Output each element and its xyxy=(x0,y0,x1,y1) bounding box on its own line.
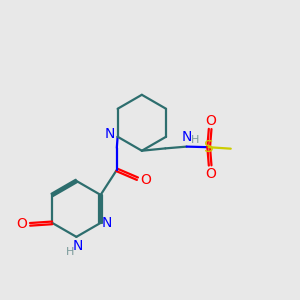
Text: H: H xyxy=(190,135,199,145)
Text: N: N xyxy=(182,130,192,144)
Text: H: H xyxy=(66,247,74,257)
Text: N: N xyxy=(73,239,83,253)
Text: N: N xyxy=(105,128,116,141)
Text: O: O xyxy=(16,217,27,231)
Text: N: N xyxy=(102,216,112,230)
Text: O: O xyxy=(205,114,216,128)
Text: O: O xyxy=(140,173,151,187)
Text: O: O xyxy=(205,167,216,181)
Text: S: S xyxy=(204,140,214,155)
